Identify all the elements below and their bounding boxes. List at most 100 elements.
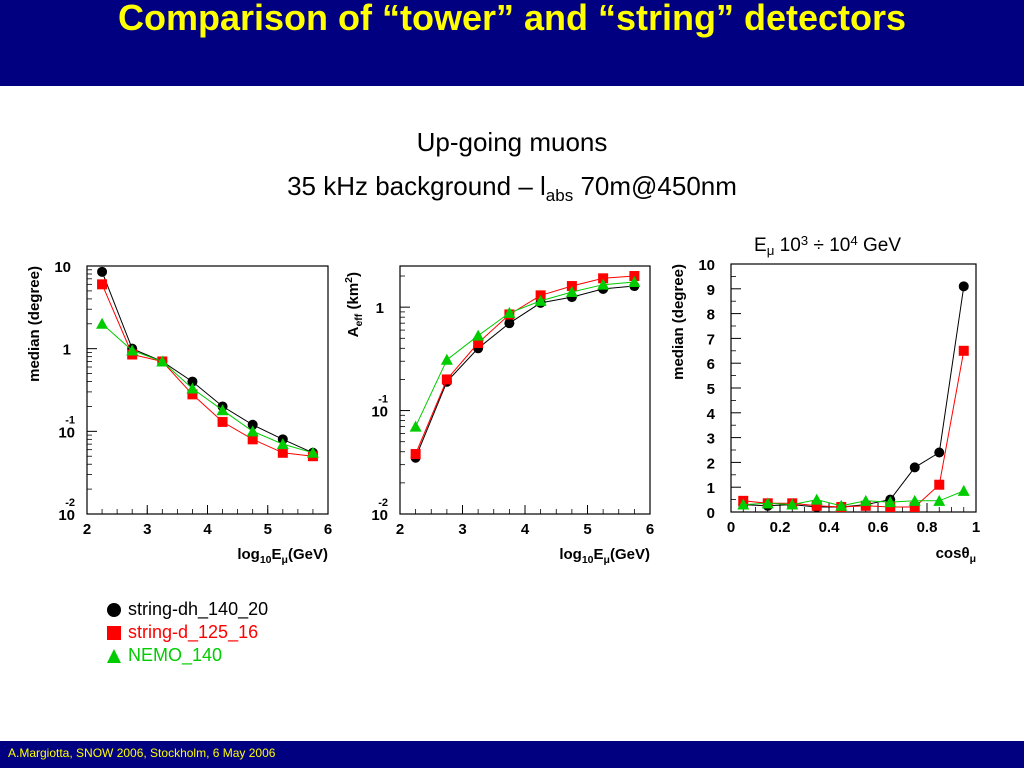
chart3-xlabel-part-1: μ bbox=[970, 553, 976, 565]
chart1-ytick-label-0: 10 bbox=[58, 507, 75, 524]
chart3-title: Eμ 103 ÷ 104 GeV bbox=[754, 233, 901, 258]
chart3-series-2-point-1 bbox=[761, 497, 774, 509]
chart3-title-part-1: μ bbox=[767, 243, 775, 258]
chart2-xlabel-part-3: μ bbox=[604, 554, 610, 566]
chart1-xtick-label-3: 5 bbox=[264, 521, 272, 538]
chart3-series-1-point-9 bbox=[958, 345, 969, 356]
chart2-series-2-point-1 bbox=[440, 353, 453, 365]
chart1-series-2-point-2 bbox=[156, 355, 169, 367]
chart3-series-0-point-8 bbox=[934, 447, 945, 458]
chart3-title-part-2: 10 bbox=[774, 235, 800, 256]
subtitle-line-2-sub: abs bbox=[545, 186, 574, 206]
chart3-series-0-point-9 bbox=[958, 281, 969, 292]
chart1-series-0-point-0 bbox=[97, 266, 108, 277]
subtitle-line-2-post: 70m@450nm bbox=[573, 171, 737, 201]
chart3-ytick-label-3: 3 bbox=[707, 431, 715, 448]
chart1-series-2-point-3 bbox=[186, 382, 199, 394]
chart2-ytick-exp-1: -1 bbox=[378, 394, 388, 406]
chart1-series-2-point-1 bbox=[126, 344, 139, 356]
chart2-series-1-point-2 bbox=[473, 338, 484, 349]
footer-bar: A.Margiotta, SNOW 2006, Stockholm, 6 May… bbox=[0, 741, 1024, 768]
chart1-xtick-label-0: 2 bbox=[83, 521, 91, 538]
legend-item-1: string-d_125_16 bbox=[106, 621, 268, 644]
chart2-series-2-point-4 bbox=[534, 294, 547, 306]
chart1-ytick-exp-0: -2 bbox=[65, 497, 75, 509]
chart3-series-2-point-3 bbox=[810, 493, 823, 505]
legend-marker-circle-icon bbox=[107, 602, 121, 617]
chart1-series-1-point-0 bbox=[97, 279, 108, 290]
legend-label-0: string-dh_140_20 bbox=[128, 599, 269, 619]
chart3-series-2-point-6 bbox=[884, 496, 897, 508]
chart3-xtick-label-0: 0 bbox=[727, 519, 735, 536]
chart3-series-1-point-8 bbox=[934, 479, 945, 490]
footer-text: A.Margiotta, SNOW 2006, Stockholm, 6 May… bbox=[8, 746, 276, 760]
chart1-ytick-label-2: 1 bbox=[63, 342, 71, 359]
chart2-series-2-point-6 bbox=[597, 278, 610, 290]
chart2-xtick-label-2: 4 bbox=[521, 521, 530, 538]
chart3-xlabel: cosθμ bbox=[936, 545, 976, 565]
chart2-series-2-line bbox=[415, 281, 635, 427]
chart1-series-0-point-3 bbox=[187, 376, 198, 387]
chart3-ytick-label-1: 1 bbox=[707, 480, 715, 497]
chart1-series-1-point-4 bbox=[217, 416, 228, 427]
chart1-series-2-point-6 bbox=[276, 438, 289, 450]
chart2-xtick-label-4: 6 bbox=[646, 521, 654, 538]
chart1-series-2-line bbox=[101, 323, 314, 454]
chart3-ytick-label-0: 0 bbox=[707, 505, 715, 522]
chart3-title-part-4: ÷ bbox=[808, 235, 829, 256]
chart2-ytick-label-2: 1 bbox=[376, 300, 384, 317]
title-bar: Comparison of “tower” and “string” detec… bbox=[0, 0, 1024, 86]
chart1-series-2-point-7 bbox=[306, 446, 319, 458]
chart1-xlabel-part-2: E bbox=[272, 546, 282, 563]
chart1-xtick-label-4: 6 bbox=[324, 521, 332, 538]
chart3-ytick-label-8: 8 bbox=[707, 307, 715, 324]
chart3-frame bbox=[730, 263, 977, 513]
legend-marker-square-icon bbox=[107, 625, 121, 640]
chart1-ytick-label-3: 10 bbox=[54, 259, 71, 276]
chart3-ytick-label-9: 9 bbox=[707, 282, 715, 299]
chart2-ylabel: Aeff (km2) bbox=[343, 272, 365, 337]
chart3-series-0-line bbox=[743, 286, 965, 508]
chart1-xtick-label-1: 3 bbox=[143, 521, 151, 538]
chart3-ytick-label-2: 2 bbox=[707, 455, 715, 472]
chart2-series-1-line bbox=[415, 275, 635, 455]
chart2-series-2-point-2 bbox=[472, 329, 485, 341]
chart1-ytick-label-1: 10 bbox=[58, 424, 75, 441]
subtitle-line-1: Up-going muons bbox=[416, 127, 608, 157]
chart1-xlabel-part-4: (GeV) bbox=[288, 546, 328, 563]
chart2-xtick-label-0: 2 bbox=[396, 521, 404, 538]
legend-label-2: NEMO_140 bbox=[128, 645, 223, 665]
chart3-xtick-label-3: 0.6 bbox=[868, 519, 889, 536]
chart3-series-2-point-9 bbox=[957, 484, 970, 496]
chart1-series-1-point-6 bbox=[277, 447, 288, 458]
chart2-ylabel-part-4: ) bbox=[345, 272, 362, 277]
legend-marker-triangle-icon bbox=[107, 648, 121, 663]
subtitle-line-2-pre: 35 kHz background – l bbox=[287, 171, 546, 201]
chart2-xlabel-part-0: log bbox=[559, 546, 582, 563]
legend-item-2: NEMO_140 bbox=[106, 644, 268, 667]
chart1-series-1-line bbox=[101, 284, 313, 457]
chart2-xtick-label-1: 3 bbox=[458, 521, 466, 538]
chart2-series-1-point-6 bbox=[598, 273, 609, 284]
chart2-series-2-point-0 bbox=[409, 420, 422, 432]
chart2-ylabel-part-0: A bbox=[345, 326, 362, 337]
chart3-series-1-point-3 bbox=[811, 500, 822, 511]
chart2-series-1-point-1 bbox=[441, 374, 452, 385]
chart2-ylabel-part-2: (km bbox=[345, 283, 362, 314]
chart2-xtick-label-3: 5 bbox=[583, 521, 591, 538]
chart3-xtick-label-4: 0.8 bbox=[917, 519, 938, 536]
chart2-series-2-point-5 bbox=[565, 286, 578, 298]
chart3-title-part-0: E bbox=[754, 235, 767, 256]
chart3-series-2-point-7 bbox=[908, 494, 921, 506]
chart3-ytick-label-4: 4 bbox=[707, 406, 716, 423]
chart2-ytick-label-0: 10 bbox=[371, 507, 388, 524]
chart1-ytick-exp-1: -1 bbox=[65, 414, 75, 426]
chart1-series-2-point-5 bbox=[246, 425, 259, 437]
chart2-ylabel-part-1: eff bbox=[353, 313, 365, 326]
chart3-title-part-5: 10 bbox=[829, 235, 850, 256]
chart2-ytick-label-1: 10 bbox=[371, 404, 388, 421]
chart3-series-2-point-8 bbox=[933, 494, 946, 506]
chart3-series-2-line bbox=[743, 490, 964, 507]
chart3-ytick-label-7: 7 bbox=[707, 331, 715, 348]
